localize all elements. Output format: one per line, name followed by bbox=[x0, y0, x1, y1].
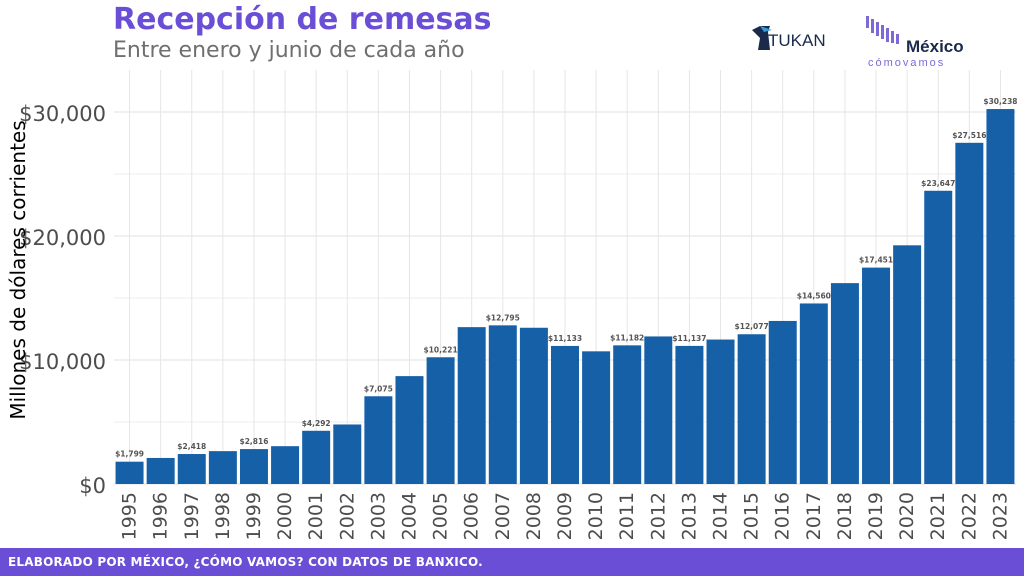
bar-chart: $0 $10,000 $20,000 $30,000 $1,799 $2,418 $2,8… bbox=[19, 70, 1018, 540]
bar bbox=[830, 283, 859, 484]
x-tick-label: 2010 bbox=[585, 492, 607, 540]
bars bbox=[115, 109, 1015, 484]
x-tick-label: 2012 bbox=[647, 492, 669, 540]
footer-bar: ELABORADO POR MÉXICO, ¿CÓMO VAMOS? CON D… bbox=[0, 548, 1024, 576]
bar bbox=[239, 449, 268, 484]
bar bbox=[426, 357, 455, 484]
x-tick-label: 2009 bbox=[554, 492, 576, 540]
bar bbox=[208, 451, 237, 484]
x-tick-label: 1999 bbox=[243, 492, 265, 540]
x-tick-label: 2023 bbox=[989, 492, 1011, 540]
bar bbox=[955, 142, 984, 484]
bar bbox=[333, 424, 362, 484]
toucan-icon bbox=[752, 26, 770, 50]
data-label: $1,799 bbox=[115, 450, 144, 459]
y-axis-label: Millones de dólares corrientes bbox=[6, 120, 30, 420]
bar bbox=[862, 267, 891, 484]
y-tick-label: $0 bbox=[79, 474, 106, 498]
bars-icon bbox=[866, 16, 899, 44]
chart-title: Recepción de remesas bbox=[113, 2, 492, 37]
bar bbox=[768, 320, 797, 484]
bar bbox=[271, 446, 300, 484]
bar bbox=[675, 345, 704, 484]
data-label: $2,816 bbox=[239, 437, 268, 446]
y-axis-ticks: $0 $10,000 $20,000 $30,000 bbox=[19, 102, 106, 498]
x-tick-label: 1997 bbox=[181, 492, 203, 540]
data-label: $23,647 bbox=[921, 179, 955, 188]
x-tick-label: 2008 bbox=[523, 492, 545, 540]
x-tick-label: 2018 bbox=[834, 492, 856, 540]
data-label: $7,075 bbox=[364, 384, 393, 393]
x-tick-label: 2007 bbox=[492, 492, 514, 540]
bar bbox=[302, 430, 331, 484]
bar bbox=[737, 334, 766, 484]
data-label: $12,795 bbox=[486, 313, 520, 322]
data-label: $11,137 bbox=[672, 334, 706, 343]
data-label: $10,221 bbox=[424, 345, 458, 354]
x-tick-label: 1995 bbox=[119, 492, 141, 540]
bar bbox=[146, 457, 175, 484]
data-label: $11,182 bbox=[610, 333, 644, 342]
x-tick-label: 2017 bbox=[803, 492, 825, 540]
bar bbox=[551, 345, 579, 484]
x-tick-label: 2016 bbox=[772, 492, 794, 540]
x-tick-label: 1998 bbox=[212, 492, 234, 540]
bar bbox=[893, 245, 922, 484]
x-tick-label: 2001 bbox=[305, 492, 327, 540]
bar bbox=[706, 339, 735, 484]
footer-source: ELABORADO POR MÉXICO, ¿CÓMO VAMOS? CON D… bbox=[8, 555, 483, 569]
data-label: $4,292 bbox=[302, 419, 331, 428]
y-tick-label: $10,000 bbox=[19, 350, 106, 374]
x-tick-label: 2013 bbox=[678, 492, 700, 540]
x-tick-label: 2006 bbox=[461, 492, 483, 540]
bar bbox=[986, 109, 1015, 484]
bar bbox=[457, 327, 486, 484]
data-label: $2,418 bbox=[177, 442, 206, 451]
x-tick-label: 1996 bbox=[150, 492, 172, 540]
bar bbox=[488, 325, 517, 484]
x-tick-label: 2011 bbox=[616, 492, 638, 540]
bar bbox=[115, 461, 144, 484]
data-labels: $1,799 $2,418 $2,816 $4,292 $7,075 $10,221 $12… bbox=[115, 97, 1017, 459]
data-label: $11,133 bbox=[548, 334, 582, 343]
mcv-logo-main: México bbox=[906, 37, 964, 56]
bar bbox=[799, 303, 828, 484]
x-tick-label: 2003 bbox=[367, 492, 389, 540]
bar bbox=[395, 376, 424, 484]
x-tick-label: 2014 bbox=[710, 492, 732, 540]
x-tick-label: 2022 bbox=[958, 492, 980, 540]
y-tick-label: $20,000 bbox=[19, 226, 106, 250]
bar bbox=[924, 190, 953, 484]
y-tick-label: $30,000 bbox=[19, 102, 106, 126]
bar bbox=[613, 345, 642, 484]
x-tick-label: 2015 bbox=[741, 492, 763, 540]
tukan-logo-text: TUKAN bbox=[768, 31, 826, 50]
mcv-logo-sub: cómovamos bbox=[868, 57, 945, 69]
chart-subtitle: Entre enero y junio de cada año bbox=[113, 38, 465, 63]
data-label: $27,516 bbox=[952, 131, 986, 140]
x-tick-label: 2002 bbox=[336, 492, 358, 540]
x-tick-label: 2000 bbox=[274, 492, 296, 540]
mexico-como-vamos-logo: México cómovamos bbox=[866, 16, 964, 69]
data-label: $14,560 bbox=[797, 291, 831, 300]
bar bbox=[364, 396, 393, 484]
x-tick-label: 2019 bbox=[865, 492, 887, 540]
x-tick-label: 2021 bbox=[927, 492, 949, 540]
data-label: $12,077 bbox=[735, 322, 769, 331]
x-tick-label: 2004 bbox=[398, 492, 420, 540]
bar bbox=[582, 351, 611, 484]
x-axis-ticks: 1995 1996 1997 1998 1999 2000 2001 2002 2003 2004… bbox=[119, 492, 1012, 540]
data-label: $17,451 bbox=[859, 256, 893, 265]
bar bbox=[519, 327, 548, 484]
data-label: $30,238 bbox=[983, 97, 1017, 106]
x-tick-label: 2020 bbox=[896, 492, 918, 540]
tukan-logo: TUKAN bbox=[752, 26, 826, 50]
x-tick-label: 2005 bbox=[430, 492, 452, 540]
bar bbox=[644, 336, 673, 484]
bar bbox=[177, 454, 206, 484]
